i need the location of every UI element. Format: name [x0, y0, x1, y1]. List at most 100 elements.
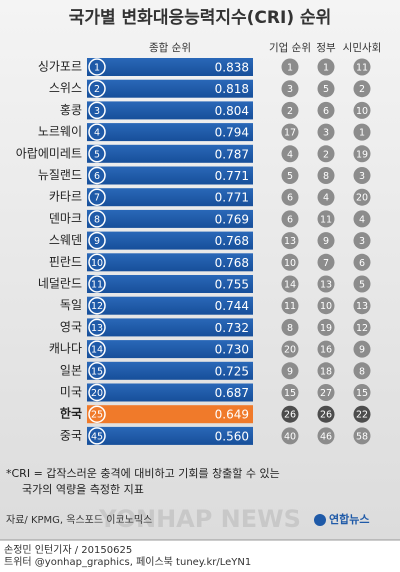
score: 0.787: [215, 147, 249, 161]
row-bar: [87, 58, 253, 76]
country: 아랍에미레트: [16, 146, 82, 160]
rank-circle: [353, 188, 371, 206]
overall-rank: 15: [91, 366, 103, 377]
sub-rank: 19: [356, 149, 368, 160]
country: 한국: [60, 406, 82, 421]
country: 홍콩: [60, 103, 82, 117]
sub-rank: 6: [287, 193, 293, 204]
overall-rank: 11: [91, 280, 103, 291]
country: 네덜란드: [38, 277, 82, 291]
score: 0.794: [215, 126, 249, 140]
country: 카타르: [49, 190, 82, 204]
rank-badge: [88, 123, 106, 141]
rank-circle: [353, 145, 371, 163]
sub-rank: 20: [356, 193, 368, 204]
rank-circle: [353, 232, 371, 250]
sub-rank: 3: [287, 84, 293, 95]
rank-circle: [317, 101, 335, 119]
sub-rank: 9: [287, 366, 293, 377]
sub-rank: 3: [359, 236, 365, 247]
row-bar: [87, 275, 253, 293]
score: 0.818: [215, 82, 249, 96]
overall-rank: 2: [94, 84, 100, 95]
rank-badge: [88, 79, 106, 98]
rank-circle: [317, 167, 335, 184]
row-bar: [87, 101, 253, 120]
column-header: 정부: [316, 42, 336, 54]
score: 0.768: [215, 234, 249, 248]
rank-badge: [88, 318, 106, 337]
sub-rank: 3: [359, 171, 365, 182]
rank-circle: [317, 145, 335, 163]
score: 0.732: [215, 321, 249, 335]
rank-badge: [88, 58, 106, 76]
sub-rank: 19: [320, 323, 332, 334]
footer-background: [0, 540, 400, 568]
row-bar: [87, 361, 253, 380]
definition-line: 국가의 역량을 측정한 지표: [22, 483, 144, 496]
sub-rank: 17: [284, 128, 296, 139]
rank-circle: [281, 405, 299, 423]
row-bar: [87, 144, 253, 163]
rank-badge: [88, 383, 106, 402]
rank-circle: [317, 253, 335, 271]
sub-rank: 6: [359, 258, 365, 269]
rank-circle: [281, 123, 299, 141]
score: 0.744: [215, 299, 249, 313]
sub-rank: 5: [359, 280, 365, 291]
overall-rank: 6: [94, 171, 100, 182]
rank-circle: [281, 101, 299, 119]
rank-circle: [281, 80, 299, 98]
sub-rank: 10: [356, 106, 368, 117]
rank-circle: [353, 340, 371, 358]
rank-circle: [353, 405, 371, 423]
sub-rank: 6: [287, 214, 293, 225]
rank-badge: [88, 101, 106, 120]
rank-badge: [88, 405, 106, 423]
rank-circle: [353, 318, 371, 336]
row-bar: [87, 426, 253, 445]
rank-badge: [88, 275, 106, 293]
sub-rank: 26: [320, 410, 332, 421]
rank-circle: [353, 58, 371, 76]
score: 0.730: [215, 343, 249, 357]
row-bar: [87, 79, 253, 98]
column-header: 시민사회: [343, 42, 382, 54]
overall-rank: 25: [91, 410, 103, 421]
score: 0.755: [215, 278, 249, 292]
rank-circle: [317, 384, 335, 401]
rank-circle: [317, 80, 335, 98]
rank-circle: [317, 318, 335, 336]
score: 0.560: [215, 429, 249, 443]
sub-rank: 16: [320, 345, 332, 356]
rank-circle: [353, 210, 371, 228]
logo: 연합뉴스: [329, 512, 369, 526]
overall-rank: 20: [91, 388, 103, 399]
rank-badge: [88, 253, 106, 272]
rank-badge: [88, 188, 106, 206]
row-bar: [87, 340, 253, 359]
sub-rank: 46: [320, 431, 332, 442]
overall-rank: 5: [94, 149, 100, 160]
score: 0.771: [215, 169, 249, 183]
sub-rank: 5: [287, 171, 293, 182]
row-bar: [87, 188, 253, 207]
rank-circle: [317, 362, 335, 380]
row-bar: [87, 209, 253, 228]
overall-rank: 7: [94, 193, 100, 204]
sub-rank: 6: [323, 106, 329, 117]
sub-rank: 4: [287, 149, 293, 160]
sub-rank: 18: [320, 366, 332, 377]
rank-circle: [281, 297, 299, 315]
rank-circle: [281, 188, 299, 206]
sub-rank: 9: [359, 345, 365, 356]
sub-rank: 14: [284, 280, 296, 291]
rank-badge: [88, 362, 106, 380]
sub-rank: 26: [284, 410, 296, 421]
sub-rank: 2: [323, 149, 329, 160]
overall-rank: 14: [91, 345, 103, 356]
score: 0.838: [215, 61, 249, 75]
rank-circle: [281, 145, 299, 163]
source: 자료/ KPMG, 옥스포드 이코노믹스: [6, 514, 152, 526]
